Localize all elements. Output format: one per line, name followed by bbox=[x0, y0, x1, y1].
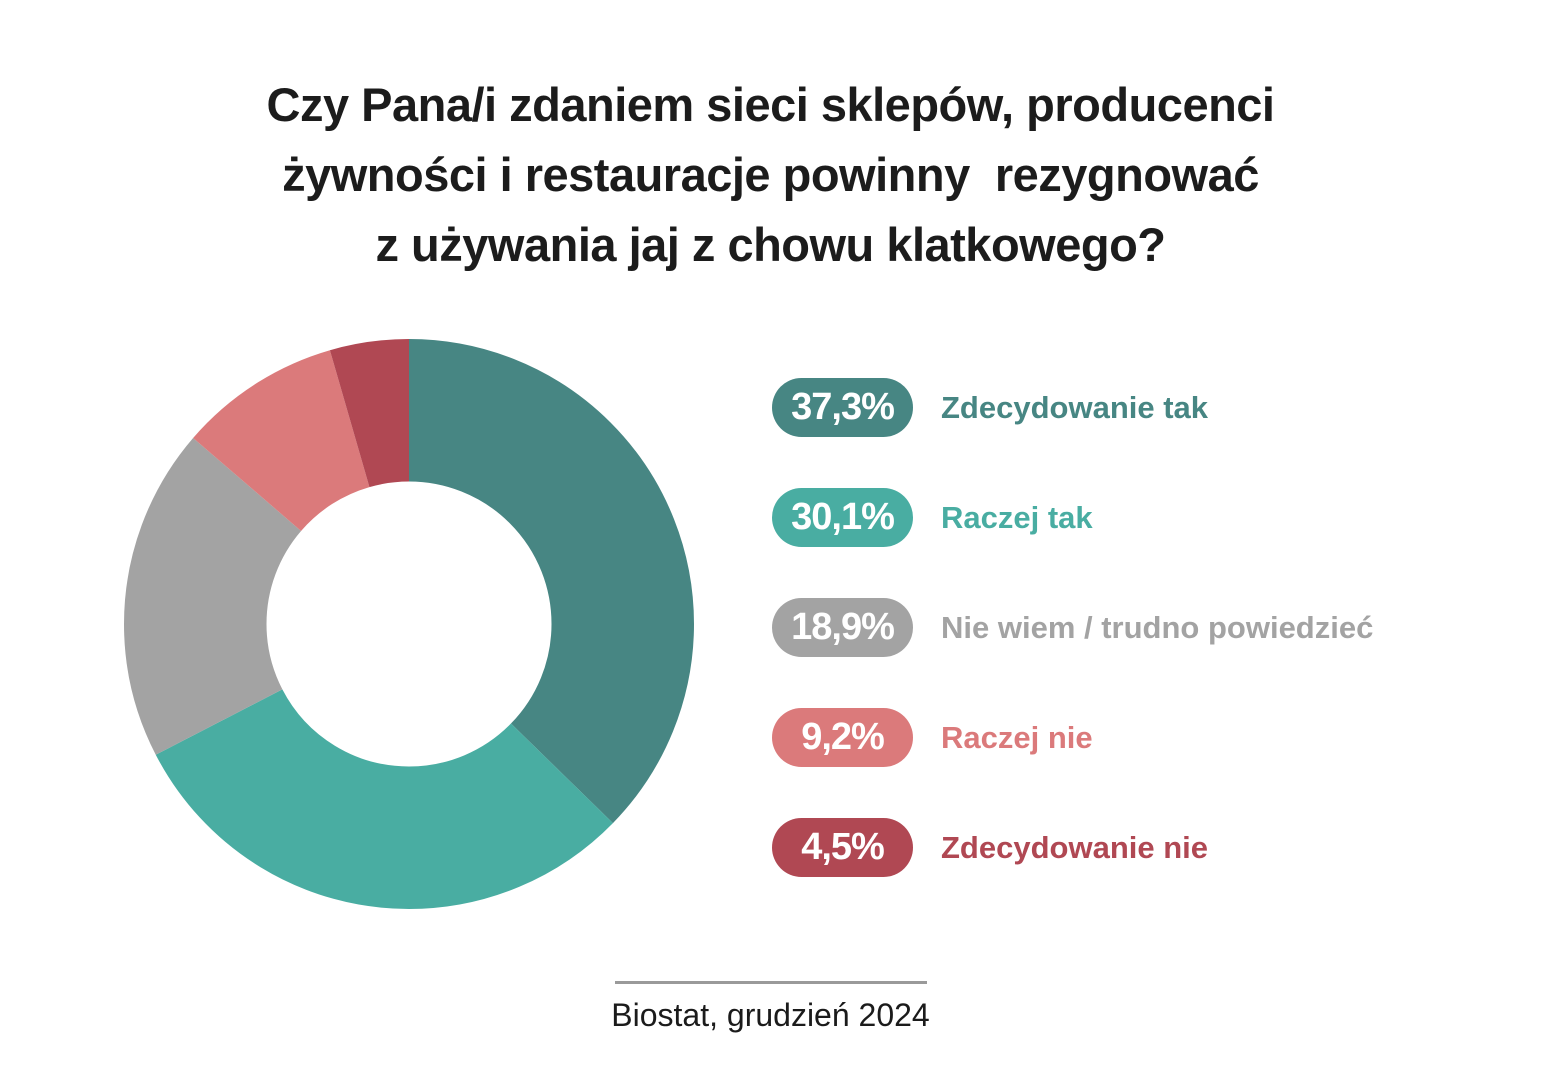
donut-segment-2 bbox=[124, 339, 694, 909]
legend-value-badge: 9,2% bbox=[772, 708, 913, 767]
legend-item-1: 37,3% Zdecydowanie tak bbox=[772, 378, 1373, 437]
legend-item-5: 4,5% Zdecydowanie nie bbox=[772, 818, 1373, 877]
legend-label: Raczej tak bbox=[941, 499, 1093, 535]
legend-value-badge: 37,3% bbox=[772, 378, 913, 437]
donut-segment-3 bbox=[124, 339, 694, 909]
legend-label: Raczej nie bbox=[941, 719, 1093, 755]
source-divider bbox=[614, 981, 927, 984]
title-line-3: z używania jaj z chowu klatkowego? bbox=[375, 218, 1167, 271]
legend: 37,3% Zdecydowanie tak 30,1% Raczej tak 18,9… bbox=[772, 378, 1373, 928]
legend-value-badge: 18,9% bbox=[772, 598, 913, 657]
legend-item-4: 9,2% Raczej nie bbox=[772, 708, 1373, 767]
legend-item-3: 18,9% Nie wiem / trudno powiedzieć bbox=[772, 598, 1373, 657]
donut-segment-5 bbox=[124, 339, 694, 909]
donut-chart bbox=[124, 339, 694, 909]
title-line-1: Czy Pana/i zdaniem sieci sklepów, produc… bbox=[266, 78, 1275, 131]
source-footer: Biostat, grudzień 2024 bbox=[0, 981, 1541, 1034]
chart-title: Czy Pana/i zdaniem sieci sklepów, produc… bbox=[0, 70, 1541, 280]
legend-label: Zdecydowanie nie bbox=[941, 829, 1209, 865]
title-line-2: żywności i restauracje powinny rezygnowa… bbox=[282, 148, 1259, 201]
legend-label: Nie wiem / trudno powiedzieć bbox=[941, 609, 1374, 645]
legend-label: Zdecydowanie tak bbox=[941, 389, 1209, 425]
source-text: Biostat, grudzień 2024 bbox=[611, 997, 930, 1033]
legend-value-badge: 30,1% bbox=[772, 488, 913, 547]
legend-item-2: 30,1% Raczej tak bbox=[772, 488, 1373, 547]
legend-value-badge: 4,5% bbox=[772, 818, 913, 877]
